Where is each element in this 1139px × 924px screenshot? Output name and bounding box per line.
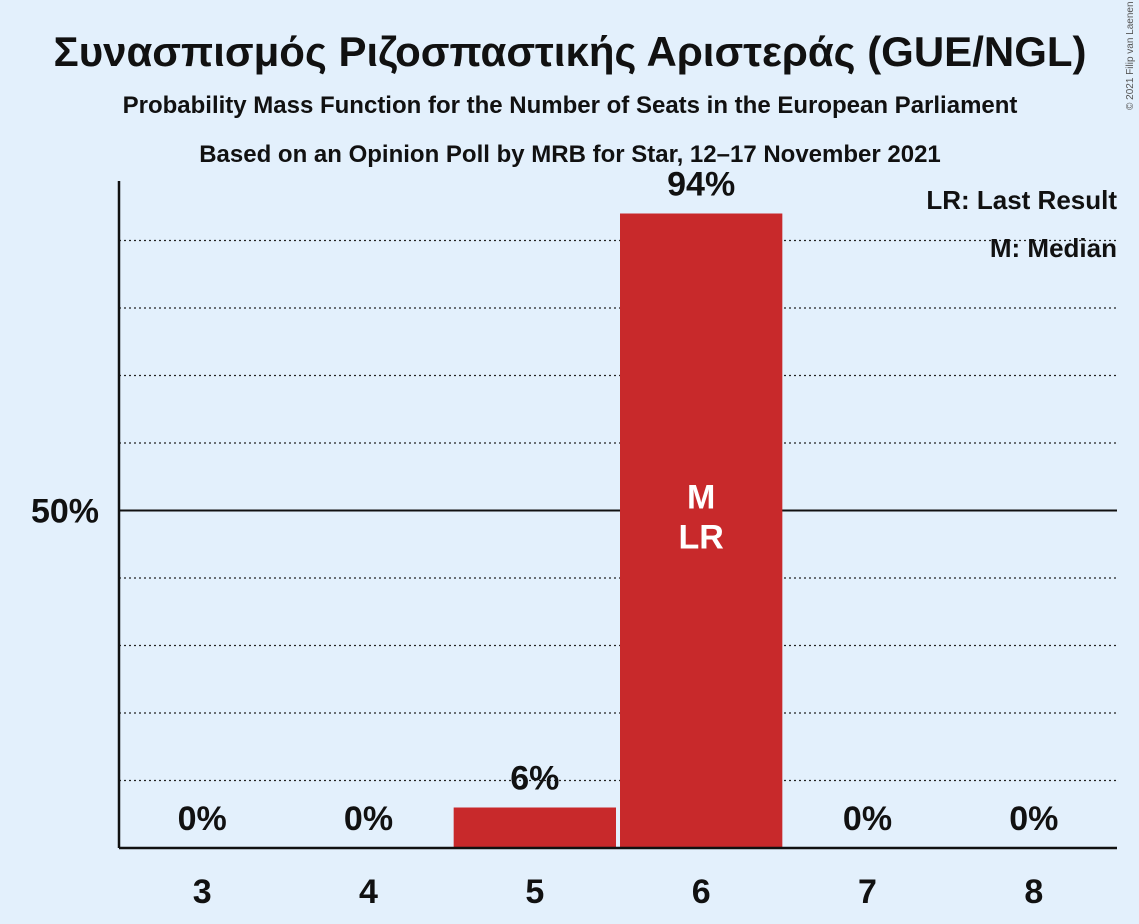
legend-last-result: LR: Last Result — [926, 185, 1117, 215]
x-tick-label-seat-6: 6 — [692, 873, 711, 911]
chart-source: Based on an Opinion Poll by MRB for Star… — [199, 141, 941, 168]
bar-seat-5 — [453, 807, 616, 848]
last-result-marker: LR — [679, 519, 724, 557]
x-tick-label-seat-4: 4 — [359, 873, 378, 911]
bars — [453, 213, 783, 848]
x-tick-label-seat-3: 3 — [193, 873, 212, 911]
x-tick-label-seat-7: 7 — [858, 873, 877, 911]
chart-subtitle: Probability Mass Function for the Number… — [123, 92, 1018, 119]
data-label-seat-4: 0% — [344, 800, 393, 838]
median-marker: M — [687, 479, 715, 517]
data-label-seat-3: 0% — [178, 800, 227, 838]
grid-lines — [119, 239, 1117, 782]
chart-title: Συνασπισμός Ριζοσπαστικής Αριστεράς (GUE… — [53, 28, 1086, 75]
data-label-seat-8: 0% — [1009, 800, 1058, 838]
x-tick-label-seat-5: 5 — [525, 873, 544, 911]
data-label-seat-6: 94% — [667, 166, 735, 204]
legend-median: M: Median — [990, 233, 1117, 263]
copyright-notice: © 2021 Filip van Laenen — [1125, 1, 1136, 110]
data-labels: 0% 0% 6% 94% MLR 0% 0% — [178, 166, 1059, 839]
x-tick-label-seat-8: 8 — [1024, 873, 1043, 911]
data-label-seat-7: 0% — [843, 800, 892, 838]
bar-seat-6 — [620, 213, 783, 848]
data-label-seat-5: 6% — [510, 760, 559, 798]
axes: 50% 3 4 5 6 7 8 — [31, 181, 1117, 911]
y-tick-label: 50% — [31, 493, 99, 531]
